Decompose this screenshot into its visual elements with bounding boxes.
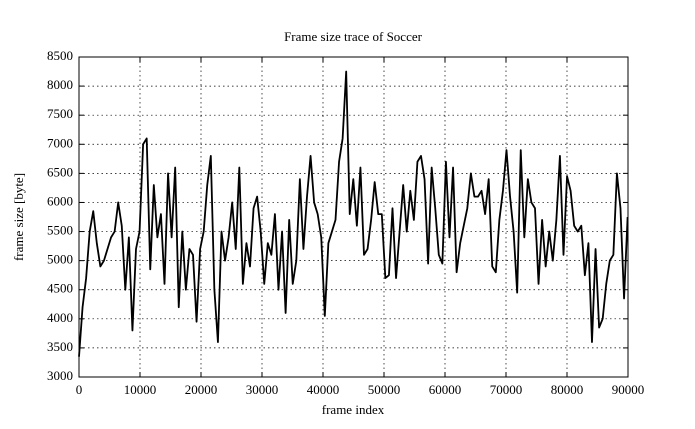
x-axis-label: frame index [322, 402, 385, 417]
y-tick-label: 3500 [47, 339, 73, 354]
plot-frame [78, 56, 629, 378]
x-tick-label: 80000 [551, 382, 584, 397]
y-tick-label: 6500 [47, 164, 73, 179]
y-tick-label: 4000 [47, 310, 73, 325]
y-tick-label: 7000 [47, 135, 73, 150]
x-tick-label: 0 [76, 382, 83, 397]
y-tick-label: 8500 [47, 48, 73, 63]
line-series [78, 70, 629, 357]
y-tick-label: 8000 [47, 77, 73, 92]
x-tick-label: 70000 [490, 382, 523, 397]
chart-title: Frame size trace of Soccer [284, 29, 423, 44]
x-tick-label: 10000 [124, 382, 157, 397]
x-tick-label: 20000 [185, 382, 218, 397]
x-tick-label: 60000 [429, 382, 462, 397]
x-tick-label: 30000 [246, 382, 279, 397]
y-tick-label: 4500 [47, 281, 73, 296]
y-tick-label: 7500 [47, 106, 73, 121]
y-tick-label: 6000 [47, 193, 73, 208]
y-tick-label: 5500 [47, 223, 73, 238]
x-tick-label: 90000 [612, 382, 645, 397]
y-tick-label: 3000 [47, 368, 73, 383]
y-tick-label: 5000 [47, 252, 73, 267]
x-tick-label: 50000 [368, 382, 401, 397]
y-axis-label: frame size [byte] [11, 173, 26, 261]
x-tick-label: 40000 [307, 382, 340, 397]
